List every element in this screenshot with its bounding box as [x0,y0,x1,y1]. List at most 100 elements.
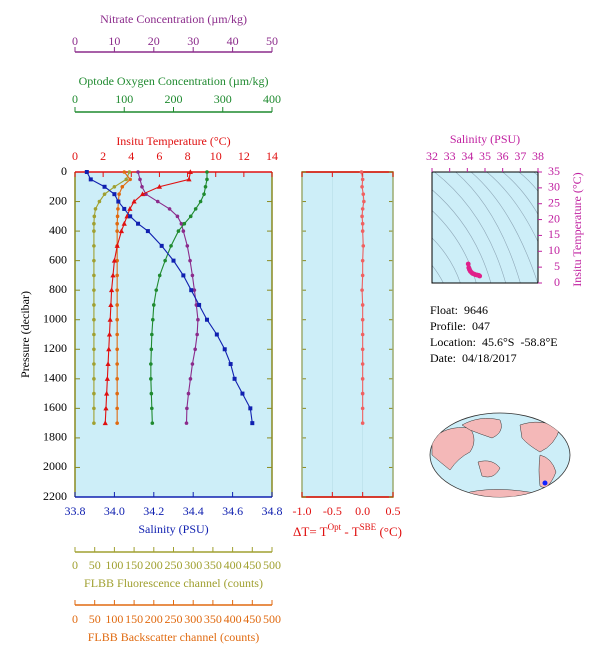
x-axis-title-part: (°C) [376,524,402,539]
x-tick-label: 0 [72,149,78,163]
x-axis-title-part: - T [341,524,360,539]
profile-point [188,377,193,381]
profile-point [151,317,155,322]
y-tick-label: 35 [548,164,560,178]
profile-point [140,184,144,189]
y-axis-title: Insitu Temperature (°C) [570,172,584,286]
profile-point [105,361,111,367]
profile-point [122,206,127,211]
y-tick-label: 0 [61,164,67,178]
delta-t-point [360,347,365,352]
x-tick-label: 33.8 [65,504,86,518]
profile-point [188,258,192,263]
y-tick-label: 2000 [43,459,67,473]
profile-line [150,172,208,424]
x-tick-label: 40 [227,34,239,48]
profile-point [106,346,112,352]
profile-point [116,199,121,204]
profile-point [120,184,125,189]
profile-point [116,207,120,211]
x-tick-label: 100 [105,612,123,626]
profile-point [112,192,117,197]
profile-point [149,347,154,352]
delta-t-point [360,184,364,189]
profile-point [115,273,119,278]
x-axis-title: Salinity (PSU) [138,522,208,536]
x-axis-title-part: ΔT= T [293,524,328,539]
profile-point [155,199,160,204]
x-tick-label: 0 [72,34,78,48]
ts-point [465,261,471,267]
profile-point [139,191,146,197]
x-tick-label: 32 [426,149,438,163]
delta-t-point [359,170,364,174]
profile-point [181,229,186,233]
x-tick-label: 50 [89,612,101,626]
profile-point [195,332,199,337]
profile-point [115,332,119,337]
profile-line [93,171,130,424]
profile-point [115,303,119,307]
float-info: Float: 9646 Profile: 047 Location: 45.6°S … [430,303,558,365]
x-tick-label: 10 [108,34,120,48]
profile-point [128,177,132,182]
profile-point [186,176,192,182]
profile-point [115,362,119,366]
profile-point [198,199,203,204]
x-tick-label: 250 [165,558,183,572]
profile-point [92,317,96,322]
profile-point [193,347,197,352]
y-tick-label: 600 [49,252,67,266]
x-tick-label: 400 [263,92,281,106]
profile-point [107,316,113,322]
x-tick-label: 250 [165,612,183,626]
x-tick-label: 6 [156,149,162,163]
profile-point [193,207,198,211]
x-axis-title: Salinity (PSU) [450,132,520,146]
delta-t-point [360,421,365,425]
profile-point [204,317,209,322]
info-line: Profile: 047 [430,319,490,333]
profile-point [192,288,197,292]
profile-point [115,317,119,322]
profile-point [248,406,253,411]
y-tick-label: 15 [548,227,560,241]
profile-point [122,170,127,174]
y-tick-label: 1200 [43,341,67,355]
delta-t-line [360,171,365,424]
profile-point [214,332,219,337]
profile-point [121,220,127,226]
ts-point [477,273,483,279]
x-tick-label: 100 [115,92,133,106]
profile-point [157,273,162,278]
delta-t-point [360,214,364,219]
x-tick-label: -0.5 [323,504,342,518]
y-axis-title: Pressure (decibar) [18,291,32,378]
y-tick-label: 800 [49,282,67,296]
y-tick-label: 0 [554,275,560,289]
info-line: Date: 04/18/2017 [430,351,517,365]
x-tick-label: 200 [145,612,163,626]
delta-t-point [360,303,365,307]
profile-point [232,376,237,381]
delta-t-point [360,177,365,182]
y-tick-label: 1800 [43,430,67,444]
profile-point [196,317,200,322]
y-tick-label: 400 [49,223,67,237]
profile-point [185,244,190,248]
x-tick-label: 4 [128,149,134,163]
info-line: Float: 9646 [430,303,488,317]
x-tick-label: 34.2 [143,504,164,518]
profile-point [149,377,153,381]
profile-point [115,421,119,425]
y-tick-label: 10 [548,243,560,257]
y-tick-label: 2200 [43,489,67,503]
profile-point [88,177,93,182]
profile-point [92,273,96,278]
profile-point [92,391,96,396]
profile-point [150,406,154,411]
profile-point [250,421,255,426]
density-contours [432,172,538,283]
profile-point [189,288,194,293]
x-tick-label: 500 [263,612,281,626]
